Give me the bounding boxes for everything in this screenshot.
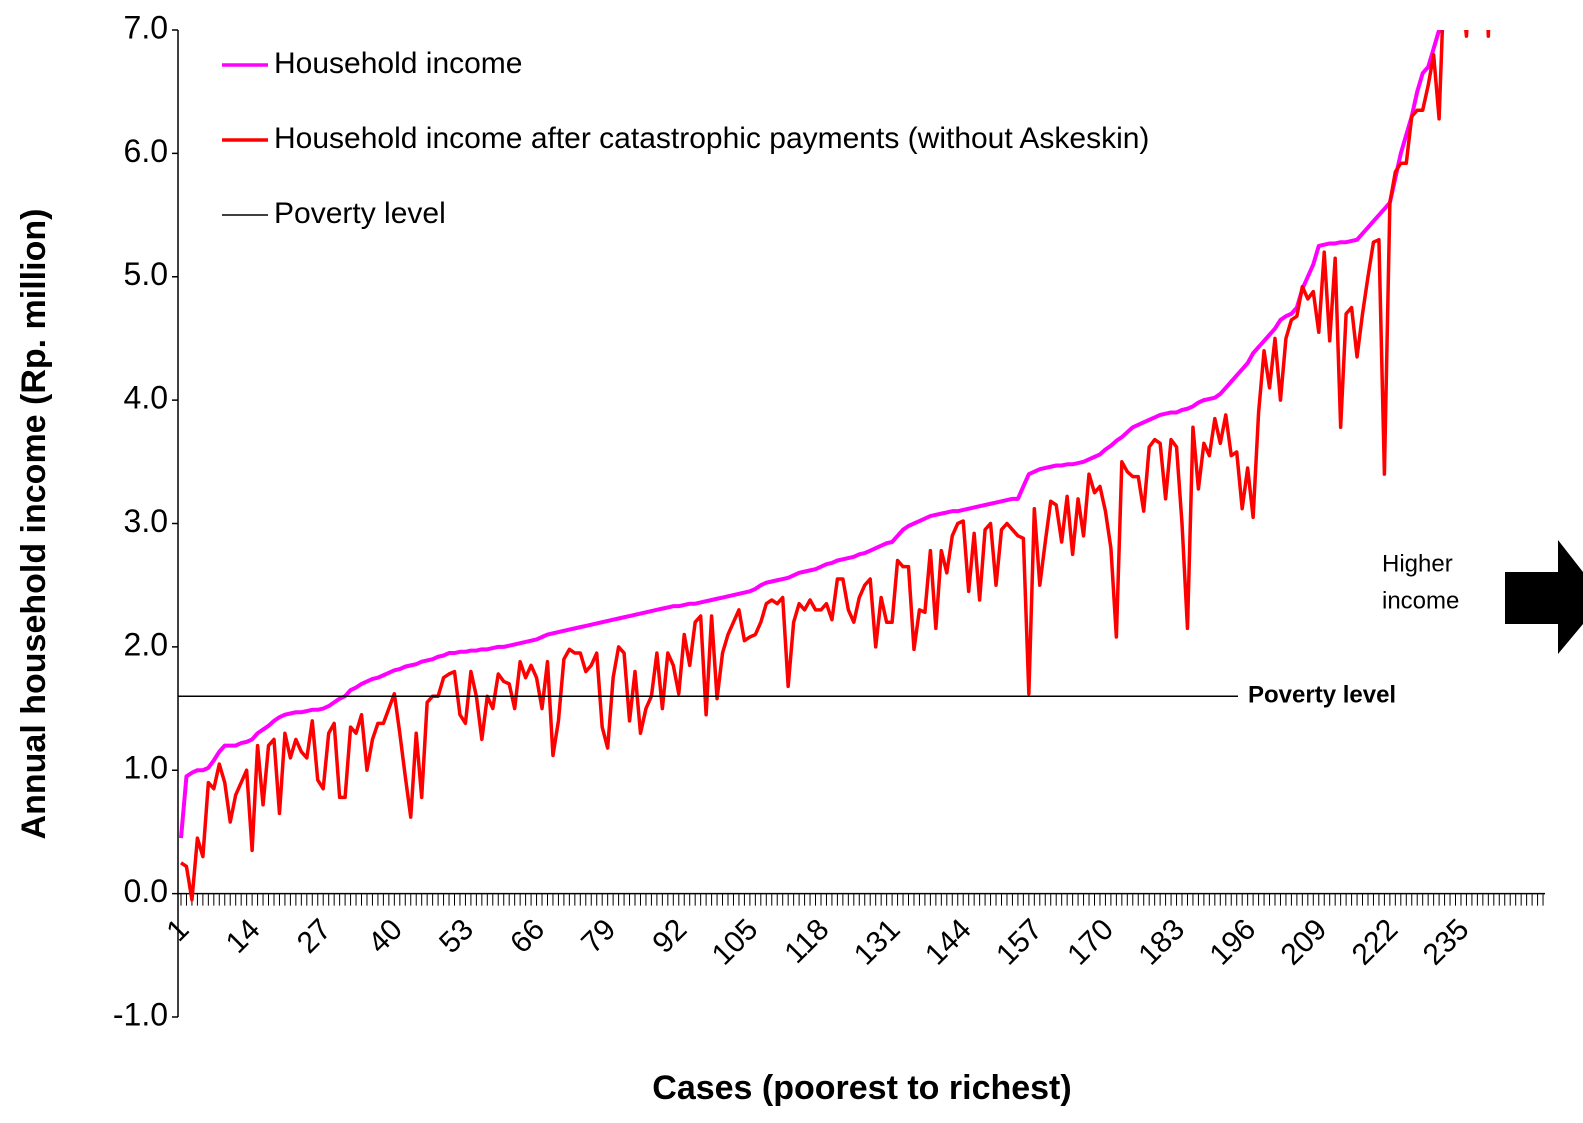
- y-tick-label: 6.0: [124, 133, 168, 169]
- y-tick-label: 7.0: [124, 9, 168, 45]
- arrow: [1505, 540, 1583, 654]
- x-axis-title: Cases (poorest to richest): [652, 1069, 1071, 1107]
- y-tick-label: 4.0: [124, 380, 168, 416]
- legend-label: Household income: [274, 47, 522, 80]
- y-tick-label: 5.0: [124, 256, 168, 292]
- y-axis-title: Annual household income (Rp. million): [15, 209, 53, 840]
- y-tick-label: -1.0: [113, 996, 168, 1032]
- y-tick-label: 3.0: [124, 503, 168, 539]
- annotation: Higher: [1382, 550, 1453, 577]
- y-tick-label: 2.0: [124, 626, 168, 662]
- line-series: [179, 30, 1442, 839]
- annotation: income: [1382, 587, 1459, 614]
- legend-label: Poverty level: [274, 197, 446, 230]
- poverty-label: Poverty level: [1248, 682, 1396, 709]
- legend-label: Household income after catastrophic paym…: [274, 122, 1149, 155]
- y-tick-label: 0.0: [124, 873, 168, 909]
- line-series: [180, 30, 1491, 902]
- y-tick-label: 1.0: [124, 750, 168, 786]
- plot-area: [179, 30, 1491, 902]
